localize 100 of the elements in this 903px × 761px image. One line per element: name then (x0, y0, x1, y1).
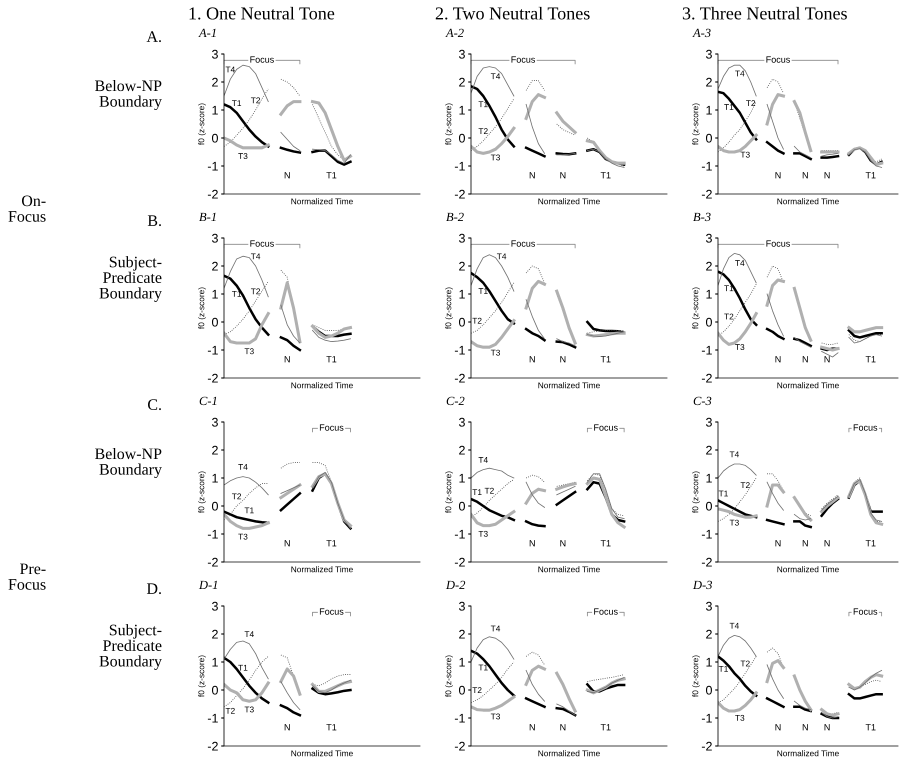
text: D. (146, 583, 161, 594)
annotation: Focus (512, 56, 536, 63)
series-label: T2 (250, 288, 260, 294)
y-tick-label: -1 (454, 714, 465, 723)
text: Subject- Predicate Boundary (99, 256, 162, 302)
series-label: T1 (478, 664, 488, 670)
y-tick-label: 2 (212, 446, 218, 455)
x-axis-title: Normalized Time (291, 198, 353, 204)
y-tick-label: -2 (208, 558, 218, 567)
series-label: T3 (244, 706, 254, 712)
y-tick-label: -2 (454, 742, 465, 751)
y-axis-title: f0 (z-score) (198, 103, 206, 145)
x-axis-title: Normalized Time (777, 566, 839, 572)
x-axis-title: Normalized Time (777, 198, 839, 204)
annotation: Focus (594, 608, 618, 615)
chart-subtitle: A-3 (692, 28, 711, 38)
y-tick-label: -1 (208, 346, 218, 355)
chart-title: B-2 (446, 212, 464, 222)
y-tick-label: 3 (212, 602, 218, 611)
y-tick-label: 1 (706, 290, 712, 299)
series-label: T1 (724, 104, 734, 110)
chart-title: C-1 (200, 396, 216, 406)
x-tick-label: T1 (326, 356, 336, 362)
series-label: T2 (232, 493, 242, 500)
y-tick-label: -1 (702, 714, 712, 723)
text: C. (148, 399, 161, 410)
y-axis-title: f0 (z-score) (445, 287, 453, 329)
series-label: T4 (735, 260, 744, 266)
x-tick-label: N (775, 540, 781, 546)
y-tick-label: 1 (706, 658, 712, 667)
x-tick-label: N (530, 356, 535, 362)
x-tick-label: T1 (866, 724, 876, 730)
series-label: T4 (496, 253, 506, 260)
x-axis-title: Normalized Time (777, 382, 839, 388)
chart-title: 1. One Neutral Tone (190, 6, 334, 20)
y-tick-label: 0 (212, 318, 218, 327)
x-axis-title: Normalized Time (291, 382, 353, 388)
chart-title: 2. Two Neutral Tones (436, 6, 590, 20)
annotation: Focus (766, 56, 790, 63)
chart-subtitle: A-2 (445, 28, 464, 38)
series-label: T2 (250, 97, 260, 104)
x-tick-label: T1 (600, 724, 611, 730)
x-tick-label: N (775, 724, 781, 730)
series-label: T4 (730, 451, 739, 458)
y-tick-label: 2 (706, 630, 712, 639)
chart-title: 3. Three Neutral Tones (682, 6, 847, 20)
y-tick-label: 1 (706, 474, 712, 483)
x-tick-label: N (802, 724, 808, 730)
series-label: T3 (735, 714, 744, 721)
series-label: T4 (730, 622, 739, 629)
x-tick-label: T1 (866, 540, 876, 546)
x-tick-label: T1 (600, 356, 611, 362)
series-label: T2 (740, 482, 750, 488)
y-tick-label: 1 (459, 474, 465, 483)
y-tick-label: -1 (702, 162, 712, 171)
series-label: T2 (724, 314, 734, 320)
series-label: T4 (735, 70, 744, 76)
text: Pre- Focus (8, 564, 46, 590)
y-tick-label: -2 (454, 558, 465, 567)
y-tick-label: 1 (212, 658, 218, 667)
y-tick-label: 0 (706, 134, 712, 143)
y-tick-label: -1 (208, 714, 218, 723)
series-label: T1 (472, 489, 482, 495)
series-label: T3 (244, 348, 254, 354)
y-tick-label: -2 (454, 374, 465, 383)
chart-subtitle: A-1 (198, 28, 216, 38)
chart-title: C-3 (694, 396, 712, 406)
series-label: T4 (226, 66, 235, 72)
y-tick-label: -1 (702, 346, 712, 355)
x-tick-label: N (560, 172, 566, 178)
chart-title: B-3 (693, 212, 711, 222)
series-label: T1 (718, 490, 728, 496)
y-tick-label: 2 (212, 630, 218, 639)
annotation: Focus (512, 240, 536, 247)
series-label: T2 (484, 488, 494, 494)
y-tick-label: 3 (706, 234, 712, 243)
x-tick-label: N (802, 172, 808, 178)
y-tick-label: 2 (706, 78, 712, 87)
series-label: T3 (490, 154, 500, 160)
y-tick-label: 1 (212, 290, 218, 299)
chart-title: D-2 (446, 580, 466, 590)
y-tick-label: 2 (459, 446, 465, 455)
x-axis-title: Normalized Time (291, 566, 353, 572)
y-tick-label: -1 (208, 530, 218, 539)
x-tick-label: N (824, 172, 830, 178)
y-axis-title: f0 (z-score) (692, 287, 700, 329)
y-tick-label: 3 (212, 234, 218, 243)
text: B. (148, 215, 161, 226)
y-tick-label: 1 (212, 474, 218, 483)
y-tick-label: -1 (454, 162, 465, 171)
series-label: T2 (472, 318, 482, 324)
x-axis-title: Normalized Time (777, 750, 839, 756)
y-tick-label: 2 (706, 262, 712, 271)
text: A. (146, 31, 161, 42)
y-tick-label: 3 (212, 50, 218, 59)
x-tick-label: N (802, 356, 808, 362)
y-axis-title: f0 (z-score) (692, 655, 700, 697)
y-tick-label: 1 (706, 106, 712, 115)
y-tick-label: -2 (702, 374, 712, 383)
series-label: T2 (226, 708, 235, 714)
